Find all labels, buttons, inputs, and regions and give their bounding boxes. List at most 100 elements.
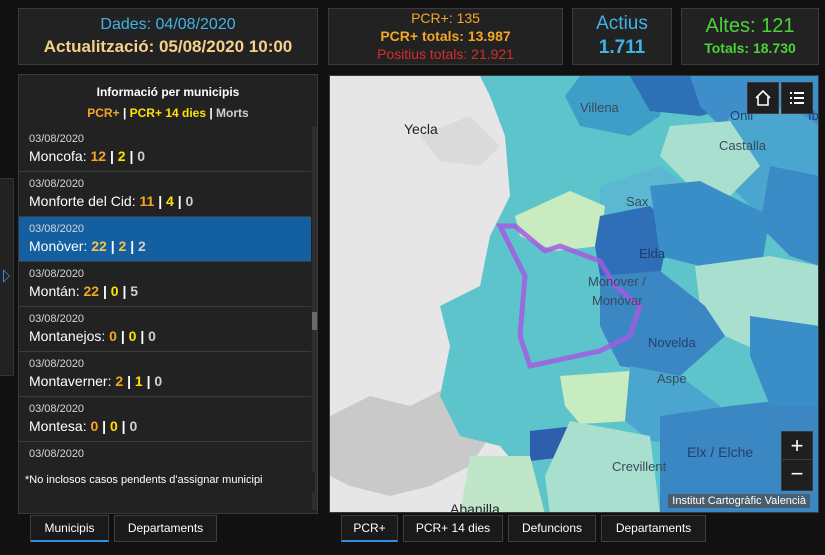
row-name: Moncofa: [29, 148, 87, 164]
row-pcr: 22 [83, 283, 100, 299]
row-name: Montán: [29, 283, 80, 299]
row-morts: 0 [154, 373, 163, 389]
dates-panel: Dades: 04/08/2020 Actualització: 05/08/2… [18, 8, 318, 65]
row-pcr: 0 [90, 418, 99, 434]
tab-municipis[interactable]: Municipis [30, 515, 109, 542]
actius-panel: Actius 1.711 [572, 8, 672, 65]
municipis-panel: Informació per municipis PCR+ | PCR+ 14 … [18, 74, 318, 514]
list-item-selected[interactable]: 03/08/2020 Monòver: 22 | 2 | 2 [19, 217, 311, 262]
row-pcr: 2 [115, 373, 124, 389]
row-date: 03/08/2020 [29, 403, 85, 415]
row-date: 03/08/2020 [29, 448, 85, 460]
map-label-castalla: Castalla [719, 138, 766, 153]
tab-pcr[interactable]: PCR+ [341, 515, 398, 542]
row-name: Montanejos: [29, 328, 106, 344]
map-label-monovar: Monóvar [592, 293, 643, 308]
row-pcr14: 0 [110, 283, 119, 299]
row-pcr14: 1 [134, 373, 143, 389]
row-pcr: 22 [91, 238, 107, 254]
pcr-today: PCR+: 135 [411, 10, 480, 26]
list-item[interactable]: 03/08/2020 Moncofa: 12 | 2 | 0 [19, 127, 311, 172]
map-label-villena: Villena [580, 100, 619, 115]
row-pcr14: 4 [166, 193, 174, 209]
map-label-ibi: Ibi [808, 108, 819, 123]
row-pcr: 12 [90, 148, 107, 164]
map-label-crevillent: Crevillent [612, 459, 667, 474]
legend-pcr: PCR+ [87, 106, 120, 120]
altes-title: Altes: 121 [705, 15, 795, 37]
altes-totals: Totals: 18.730 [704, 40, 796, 56]
region-elx[interactable] [660, 396, 819, 513]
region-petrer[interactable] [515, 191, 605, 251]
row-date: 03/08/2020 [29, 313, 85, 325]
row-name: Montesa: [29, 418, 87, 434]
legend-button[interactable] [781, 82, 813, 114]
data-date: Dades: 04/08/2020 [100, 16, 236, 33]
row-morts: 0 [148, 328, 156, 344]
row-pcr14: 2 [118, 238, 127, 254]
row-pcr: 0 [109, 328, 117, 344]
row-name: Monforte del Cid: [29, 193, 136, 209]
region-aspe-light[interactable] [560, 371, 630, 424]
map-label-monover: Monover / [588, 274, 646, 289]
update-date: Actualització: 05/08/2020 10:00 [43, 37, 293, 56]
list-item[interactable]: 03/08/2020 [19, 442, 311, 487]
selected-monover-outline[interactable] [495, 223, 643, 369]
zoom-out-button[interactable]: − [781, 459, 813, 491]
home-icon [755, 89, 771, 106]
home-button[interactable] [747, 82, 779, 114]
list-item[interactable]: 03/08/2020 Monforte del Cid: 11 | 4 | 0 [19, 172, 311, 217]
row-morts: 5 [130, 283, 139, 299]
map-view[interactable]: Yecla Villena Onil Ibi Castalla Sax Elda… [329, 75, 819, 513]
list-item[interactable]: 03/08/2020 Montán: 22 | 0 | 5 [19, 262, 311, 307]
pcr-totals: PCR+ totals: 13.987 [380, 28, 511, 44]
list-title: Informació per municipis [96, 85, 240, 99]
list-item[interactable]: 03/08/2020 Montaverner: 2 | 1 | 0 [19, 352, 311, 397]
row-date: 03/08/2020 [29, 268, 85, 280]
row-pcr14: 0 [109, 418, 118, 434]
list-item[interactable]: 03/08/2020 Montesa: 0 | 0 | 0 [19, 397, 311, 442]
pcr-panel: PCR+: 135 PCR+ totals: 13.987 Positius t… [328, 8, 563, 65]
choropleth-map[interactable] [330, 76, 819, 513]
scrollbar-thumb[interactable] [312, 312, 317, 330]
tab-pcr14[interactable]: PCR+ 14 dies [403, 515, 503, 542]
row-morts: 2 [138, 238, 146, 254]
list-icon [790, 92, 804, 104]
row-date: 03/08/2020 [29, 223, 85, 235]
row-name: Monòver: [29, 238, 88, 254]
list-scrollbar[interactable] [312, 127, 317, 510]
row-morts: 0 [185, 193, 194, 209]
actius-title: Actius [596, 13, 648, 34]
row-date: 03/08/2020 [29, 133, 85, 145]
region-castalla-south[interactable] [660, 121, 760, 196]
map-label-sax: Sax [626, 194, 649, 209]
map-label-novelda: Novelda [648, 335, 696, 350]
list-legend: PCR+ | PCR+ 14 dies | Morts [87, 106, 249, 120]
footnote: *No inclosos casos pendents d'assignar m… [25, 472, 315, 492]
region-crevillent[interactable] [545, 421, 660, 513]
row-pcr14: 2 [117, 148, 126, 164]
legend-morts: Morts [216, 106, 249, 120]
legend-pcr14: PCR+ 14 dies [129, 106, 207, 120]
basemap-relief [420, 116, 500, 166]
expand-sidebar-button[interactable] [0, 178, 14, 376]
tab-departaments-left[interactable]: Departaments [114, 515, 217, 542]
row-date: 03/08/2020 [29, 178, 85, 190]
list-item[interactable]: 03/08/2020 Montanejos: 0 | 0 | 0 [19, 307, 311, 352]
map-label-yecla: Yecla [404, 121, 438, 137]
region-abanilla[interactable] [460, 456, 545, 513]
row-pcr: 11 [139, 193, 155, 209]
map-label-elda: Elda [639, 246, 666, 261]
tab-departaments-right[interactable]: Departaments [601, 515, 706, 542]
region-ibi[interactable] [760, 166, 819, 266]
municipis-list[interactable]: 03/08/2020 Moncofa: 12 | 2 | 0 03/08/202… [19, 127, 311, 510]
row-morts: 0 [129, 418, 138, 434]
row-pcr14: 0 [128, 328, 137, 344]
map-attribution: Institut Cartogràfic Valencià [668, 494, 810, 508]
region-east[interactable] [650, 181, 770, 276]
row-morts: 0 [137, 148, 146, 164]
tab-defuncions[interactable]: Defuncions [508, 515, 596, 542]
map-label-abanilla: Abanilla [450, 501, 500, 513]
map-label-elx: Elx / Elche [687, 444, 754, 460]
region-agost[interactable] [750, 316, 819, 406]
